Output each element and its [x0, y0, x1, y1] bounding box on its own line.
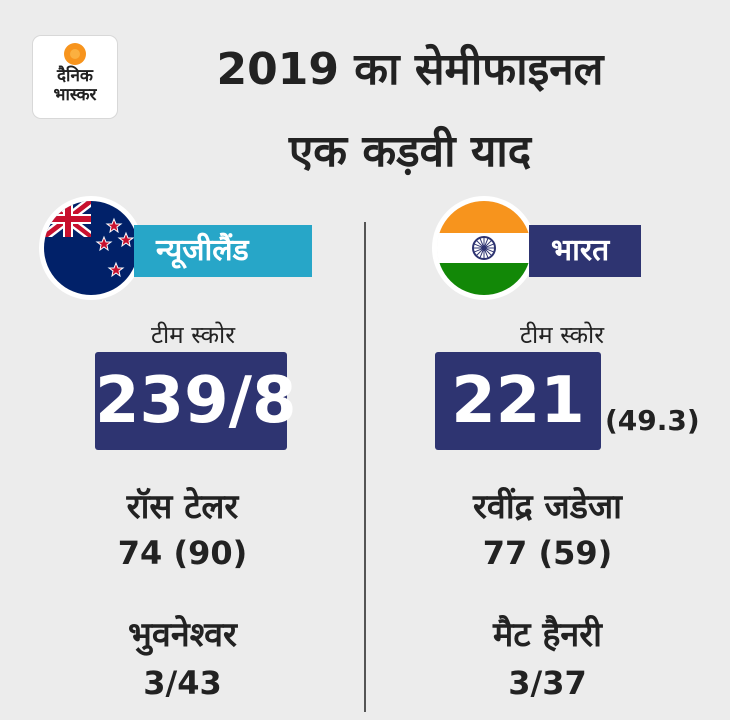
team-column-new-zealand: न्यूजीलैंड टीम स्कोर 239/8 रॉस टेलर 74 (…: [44, 201, 312, 702]
new-zealand-flag-icon: [44, 201, 138, 295]
overs-played: (49.3): [605, 404, 700, 437]
title-line-2: एक कड़वी याद: [288, 126, 532, 177]
top-batsman-score: 77 (59): [482, 534, 613, 572]
top-bowler-figures: 3/37: [508, 664, 587, 702]
top-batsman-name: रॉस टेलर: [126, 487, 239, 527]
top-batsman-name: रवींद्र जडेजा: [473, 487, 622, 527]
team-score: 221: [435, 352, 601, 450]
team-name-label: भारत: [529, 225, 641, 277]
team-score-caption: टीम स्कोर: [519, 321, 605, 349]
logo-text-line2: भास्कर: [53, 85, 97, 105]
team-column-india: भारत टीम स्कोर 221 (49.3) रवींद्र जडेजा …: [365, 0, 730, 720]
dainik-bhaskar-logo: दैनिक भास्कर: [33, 36, 117, 118]
top-bowler-name: मैट हैनरी: [493, 615, 602, 655]
top-bowler-name: भुवनेश्वर: [128, 615, 237, 655]
team-score: 239/8: [95, 352, 297, 450]
logo-text-line1: दैनिक: [57, 66, 93, 86]
title-line-1: 2019 का सेमीफाइनल: [216, 44, 604, 95]
column-divider: [364, 222, 366, 712]
india-flag-icon: [437, 201, 531, 295]
team-name-label: न्यूजीलैंड: [134, 225, 312, 277]
team-score-caption: टीम स्कोर: [150, 321, 236, 349]
top-bowler-figures: 3/43: [143, 664, 222, 702]
top-batsman-score: 74 (90): [117, 534, 248, 572]
sun-icon: [64, 43, 86, 65]
